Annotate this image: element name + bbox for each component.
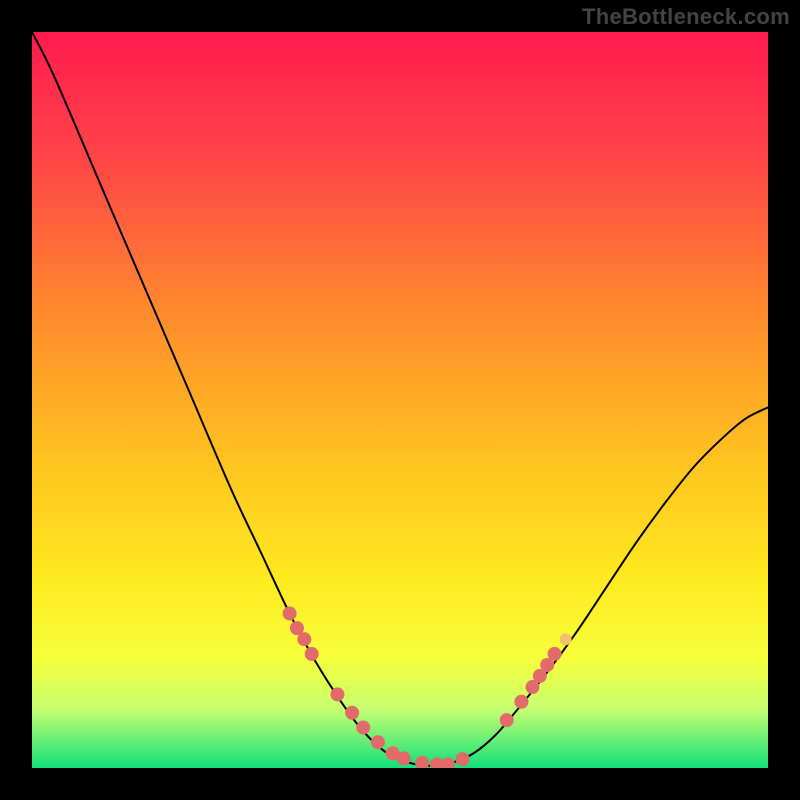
marker-point bbox=[283, 606, 297, 620]
marker-point bbox=[345, 706, 359, 720]
gap-markers bbox=[560, 633, 572, 645]
watermark-text: TheBottleneck.com bbox=[582, 4, 790, 30]
marker-point bbox=[548, 647, 562, 661]
marker-point bbox=[356, 721, 370, 735]
marker-point bbox=[456, 752, 470, 766]
gradient-background bbox=[32, 32, 768, 768]
marker-point bbox=[371, 735, 385, 749]
marker-point bbox=[514, 695, 528, 709]
marker-point bbox=[305, 647, 319, 661]
marker-point bbox=[560, 633, 572, 645]
plot-area bbox=[32, 32, 768, 768]
marker-point bbox=[297, 632, 311, 646]
marker-point bbox=[330, 687, 344, 701]
marker-point bbox=[500, 713, 514, 727]
chart-svg bbox=[32, 32, 768, 768]
marker-point bbox=[397, 751, 411, 765]
